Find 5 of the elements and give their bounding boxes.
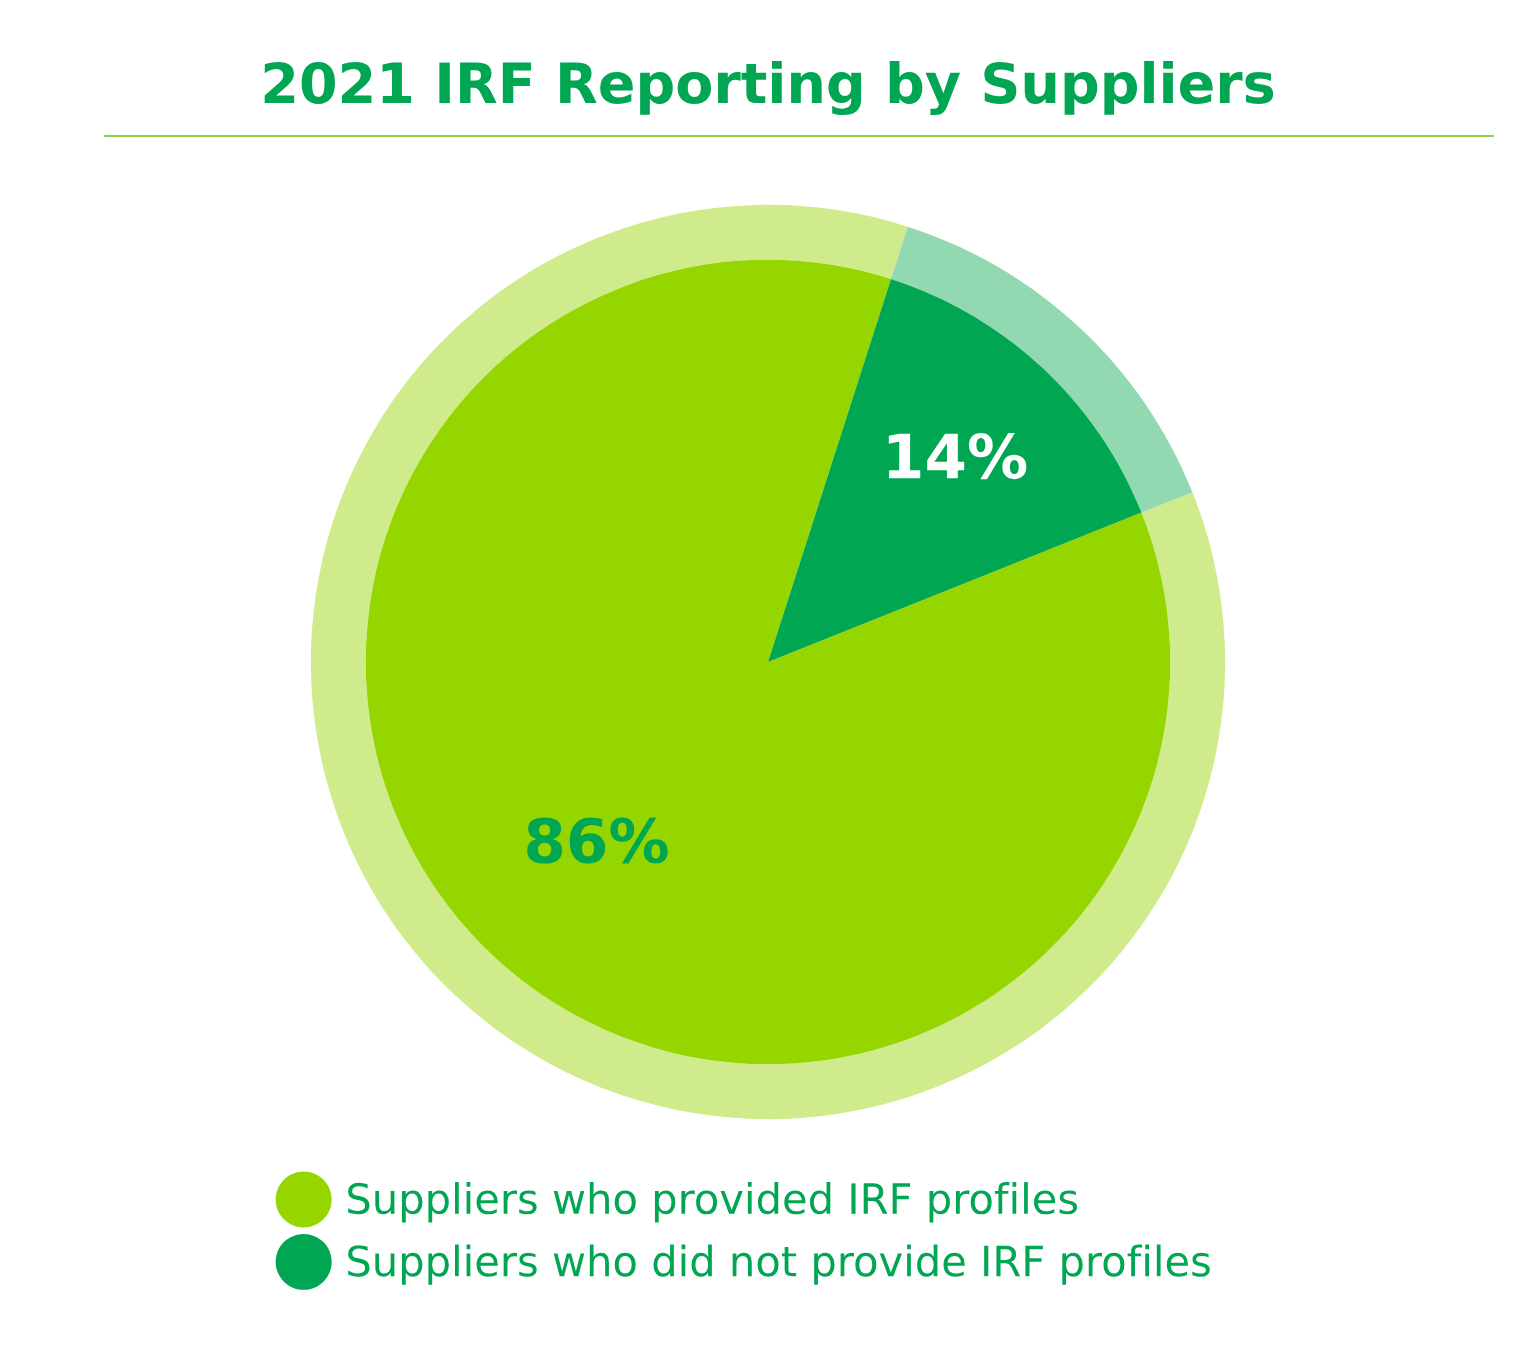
data-label: 14% (888, 432, 1027, 480)
legend-label: Suppliers who did not provide IRF profiles (348, 1244, 1210, 1285)
legend-label: Suppliers who provided IRF profiles (348, 1182, 1078, 1223)
data-label: 86% (527, 817, 668, 864)
chart-title: 2021 IRF Reporting by Suppliers (264, 60, 1274, 116)
